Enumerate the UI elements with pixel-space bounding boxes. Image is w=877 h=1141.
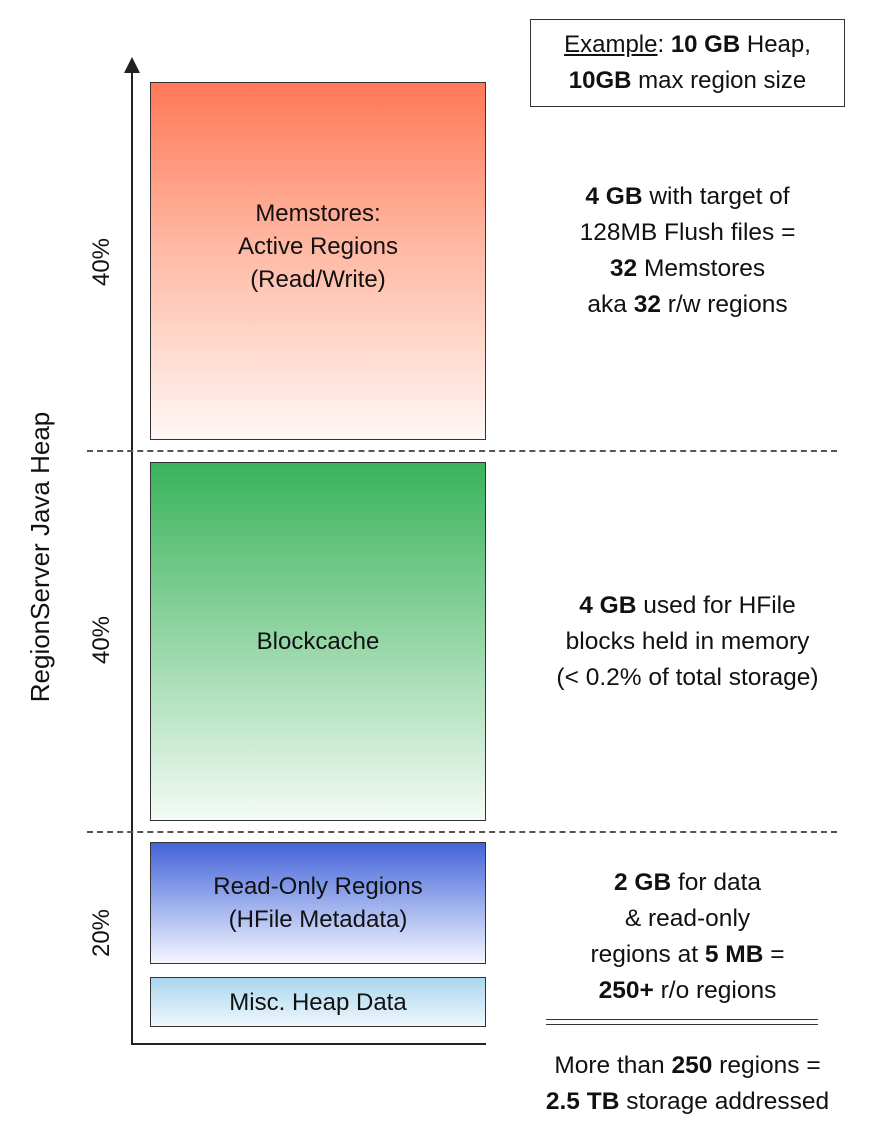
memstore-line1: Memstores: [255, 199, 381, 227]
memstore-note-text3: Memstores [637, 255, 766, 282]
x-axis-line [131, 1043, 486, 1045]
readonly-note-region-size: 5 MB [704, 941, 764, 968]
total-note-text1b: regions = [712, 1052, 821, 1079]
memstore-note: 4 GB with target of 128MB Flush files = … [520, 179, 855, 323]
y-axis-label: RegionServer Java Heap [25, 411, 55, 703]
pct-readonly: 20% [88, 908, 115, 958]
memstore-note-text1: with target of [642, 183, 790, 210]
example-region-size: 10GB [568, 67, 632, 94]
example-text2: max region size [631, 67, 807, 94]
memstore-note-count: 32 [609, 255, 638, 282]
double-rule-bottom [546, 1024, 818, 1025]
readonly-line1: Read-Only Regions [213, 873, 423, 900]
total-note-text2: storage addressed [619, 1088, 830, 1115]
readonly-note-size: 2 GB [613, 869, 672, 896]
total-note: More than 250 regions = 2.5 TB storage a… [505, 1048, 870, 1120]
example-colon: : [657, 31, 671, 58]
y-axis-line [131, 70, 133, 1045]
readonly-note-text4: r/o regions [653, 977, 777, 1004]
memstore-note-text4a: aka [587, 291, 634, 318]
pct-blockcache: 40% [88, 615, 115, 665]
memstore-line3: (Read/Write) [250, 265, 386, 293]
memstore-note-count2: 32 [633, 291, 661, 318]
readonly-note-text1: for data [671, 869, 762, 896]
blockcache-note-text2: blocks held in memory [565, 628, 810, 655]
example-heap-size: 10 GB [670, 31, 741, 58]
readonly-note-text3b: = [763, 941, 785, 968]
example-underlined: Example [564, 31, 658, 58]
readonly-block: Read-Only Regions (HFile Metadata) [150, 842, 486, 964]
misc-heap-label: Misc. Heap Data [229, 988, 407, 1016]
double-rule-top [546, 1019, 818, 1020]
separator-dashed-lower [87, 831, 837, 833]
example-text1: Heap, [740, 31, 811, 58]
total-note-storage: 2.5 TB [545, 1088, 620, 1115]
readonly-note-count: 250+ [598, 977, 654, 1004]
memstore-block: Memstores: Active Regions (Read/Write) [150, 82, 486, 440]
example-box: Example: 10 GB Heap, 10GB max region siz… [530, 19, 845, 107]
readonly-note: 2 GB for data & read-only regions at 5 M… [520, 865, 855, 1009]
memstore-note-size: 4 GB [585, 183, 643, 210]
blockcache-note-text1: used for HFile [636, 592, 796, 619]
memstore-note-text2: 128MB Flush files = [579, 219, 796, 246]
example-line2: 10GB max region size [569, 63, 806, 99]
pct-memstore: 40% [88, 237, 115, 287]
readonly-line2: (HFile Metadata) [228, 906, 408, 933]
readonly-note-text2: & read-only [624, 905, 751, 932]
blockcache-label: Blockcache [256, 628, 380, 655]
total-note-text1a: More than [554, 1052, 672, 1079]
memstore-line2: Active Regions [237, 232, 399, 260]
memstore-note-text4b: r/w regions [660, 291, 788, 318]
readonly-note-text3a: regions at [590, 941, 705, 968]
blockcache-note-text3: (< 0.2% of total storage) [556, 664, 819, 691]
blockcache-note: 4 GB used for HFile blocks held in memor… [520, 588, 855, 696]
total-note-count: 250 [671, 1052, 713, 1079]
misc-heap-block: Misc. Heap Data [150, 977, 486, 1027]
separator-dashed-upper [87, 450, 837, 452]
y-axis-arrow-icon [124, 57, 140, 73]
blockcache-note-size: 4 GB [579, 592, 637, 619]
blockcache-block: Blockcache [150, 462, 486, 821]
example-line1: Example: 10 GB Heap, [564, 27, 811, 63]
